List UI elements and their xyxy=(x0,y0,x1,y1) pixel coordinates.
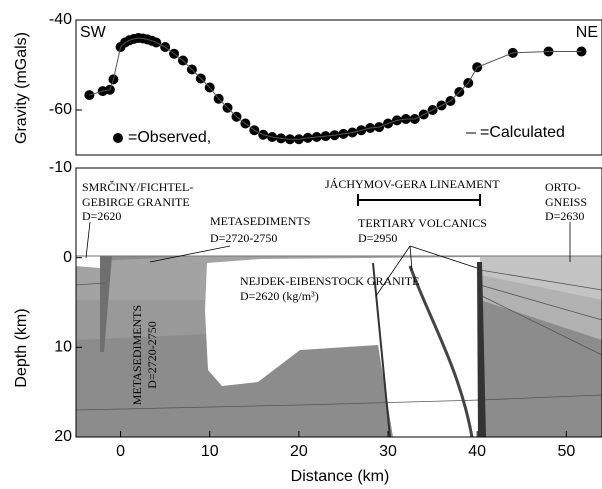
layer-line xyxy=(75,282,106,286)
nejdek-granite xyxy=(205,257,482,437)
y-axis-title: Gravity (mGals) xyxy=(13,32,30,144)
annotation: JÁCHYMOV-GERA LINEAMENT xyxy=(325,177,500,191)
annotation: D=2720-2750 xyxy=(145,321,159,388)
annotation: D=2950 xyxy=(358,231,397,245)
layer-line xyxy=(479,269,602,291)
annotation: D=2620 xyxy=(82,209,121,223)
annotation: ORTO- xyxy=(545,180,581,194)
x-tick-label: 30 xyxy=(379,443,397,460)
x-tick-label: 10 xyxy=(201,443,219,460)
gneiss-mid xyxy=(480,275,602,340)
layer-line xyxy=(479,294,602,356)
legend-label: =Observed, xyxy=(128,129,211,146)
annotation: SW xyxy=(80,24,107,41)
gneiss-top xyxy=(480,256,602,300)
calculated-line xyxy=(89,37,582,140)
x-tick-label: 20 xyxy=(290,443,308,460)
y-tick-label: -60 xyxy=(49,101,72,118)
annotation: D=2630 xyxy=(545,209,584,223)
geology xyxy=(75,255,602,438)
annotation: D=2720-2750 xyxy=(210,231,277,245)
y-tick-label: -10 xyxy=(49,159,72,176)
volcanic-dyke xyxy=(477,262,486,437)
layer-line xyxy=(479,284,602,321)
annotation: D=2620 (kg/m³) xyxy=(240,289,319,303)
y-tick-label: -40 xyxy=(49,11,72,28)
y-tick-label: 0 xyxy=(63,249,72,266)
annotation: METASEDIMENTS xyxy=(210,214,310,228)
x-tick-label: 0 xyxy=(116,443,125,460)
annotation: NE xyxy=(576,24,598,41)
annotation: GEBIRGE GRANITE xyxy=(82,195,190,209)
pointers xyxy=(85,194,571,297)
smrciny-granite xyxy=(76,256,100,268)
annotation: METASEDIMENTS xyxy=(130,305,144,405)
x-tick-label: 40 xyxy=(468,443,486,460)
section-frame xyxy=(75,167,602,438)
y-axis-title: Depth (km) xyxy=(13,308,30,387)
fault xyxy=(372,262,391,438)
annotation: SMRČINY/FICHTEL- xyxy=(82,180,193,194)
volcanic-dyke xyxy=(408,265,474,438)
granite-dyke xyxy=(100,256,112,352)
y-tick-label: 20 xyxy=(54,428,72,445)
x-tick-label: 50 xyxy=(557,443,575,460)
x-axis-title: Distance (km) xyxy=(291,468,390,485)
legend-symbol xyxy=(113,133,123,143)
annotation: NEJDEK-EIBENSTOCK GRANITE xyxy=(240,274,419,288)
layer-line xyxy=(75,394,602,411)
legend-label: =Calculated xyxy=(480,124,565,141)
y-tick-label: 10 xyxy=(54,339,72,356)
annotation: TERTIARY VOLCANICS xyxy=(358,216,487,230)
annotation: GNEISS xyxy=(545,195,587,209)
gravity-frame xyxy=(75,19,602,156)
